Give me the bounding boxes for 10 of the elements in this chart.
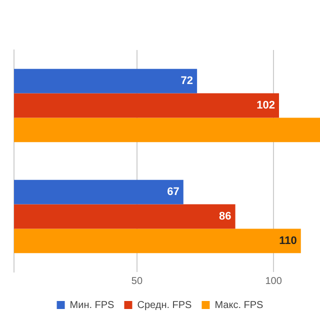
data-label: 110 <box>279 234 297 247</box>
data-label: 67 <box>167 186 180 198</box>
data-label: 102 <box>256 100 276 112</box>
data-label: 86 <box>219 210 232 223</box>
legend-label: Мин. FPS <box>70 300 115 311</box>
x-tick-label: 50 <box>131 276 143 287</box>
data-label: 72 <box>180 75 194 88</box>
x-tick-label: 100 <box>265 276 282 287</box>
legend-label: Макс. FPS <box>214 300 264 311</box>
legend-label: Средн. FPS <box>137 300 192 311</box>
